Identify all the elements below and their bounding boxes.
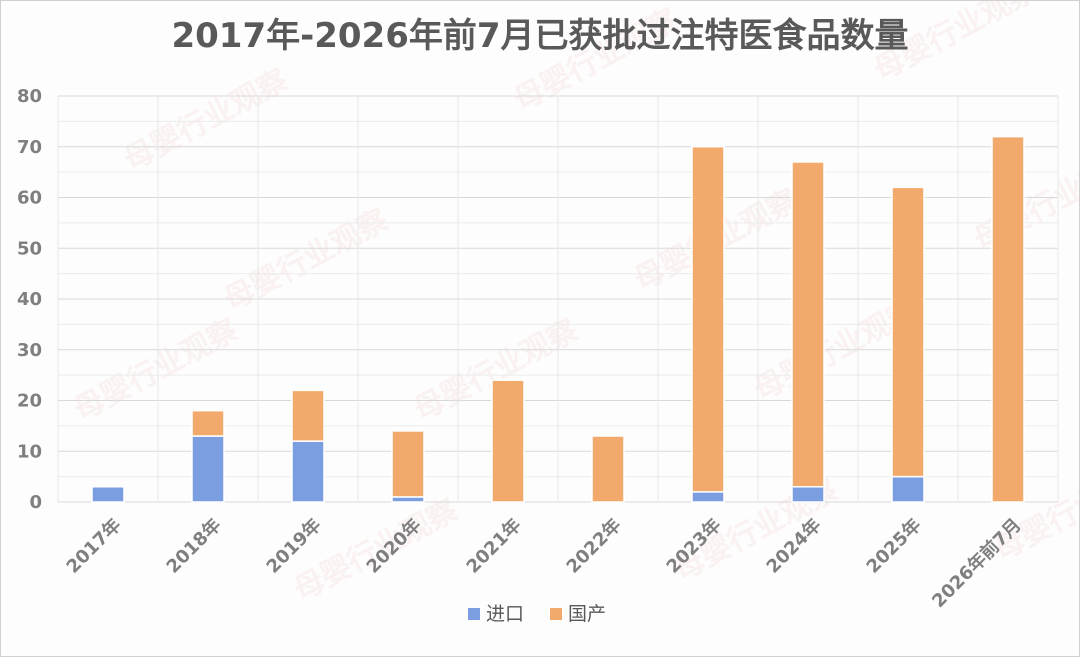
- y-tick-label: 70: [17, 137, 42, 158]
- x-tick-label: 2022年: [562, 514, 626, 578]
- watermark-text: 母婴行业观察: [218, 202, 394, 318]
- bar-segment-import: [891, 475, 925, 503]
- y-tick-label: 30: [17, 340, 42, 361]
- bar-segment-domestic: [891, 186, 925, 478]
- y-tick-label: 20: [17, 391, 42, 412]
- y-tick-label: 50: [17, 238, 42, 259]
- y-tick-label: 0: [29, 492, 42, 513]
- bar-segment-domestic: [791, 161, 825, 488]
- bar-segment-import: [391, 496, 425, 503]
- bar-segment-domestic: [391, 430, 425, 498]
- y-axis: 0 10 20 30 40 50 60 70 80: [17, 86, 42, 513]
- bar-segment-domestic: [491, 379, 525, 503]
- x-tick-label: 2021年: [462, 514, 526, 578]
- legend-label: 国产: [568, 603, 606, 625]
- bar-segment-import: [291, 440, 325, 503]
- y-tick-label: 60: [17, 188, 42, 209]
- x-axis: 2017年 2018年 2019年 2020年 2021年 2022年 2023年 2024年…: [62, 514, 1026, 612]
- y-tick-label: 10: [17, 441, 42, 462]
- watermark-text: 母婴行业观察: [118, 62, 294, 178]
- legend-label: 进口: [486, 603, 524, 625]
- bar-segment-import: [91, 486, 125, 503]
- x-tick-label: 2025年: [862, 514, 926, 578]
- legend-swatch: [550, 608, 562, 620]
- y-tick-label: 80: [17, 86, 42, 107]
- y-tick-label: 40: [17, 289, 42, 310]
- chart-title: 2017年-2026年前7月已获批过注特医食品数量: [171, 16, 908, 56]
- x-tick-label: 2017年: [62, 514, 126, 578]
- bar-segment-domestic: [191, 409, 225, 437]
- bar-segment-domestic: [291, 389, 325, 442]
- legend-swatch: [468, 608, 480, 620]
- legend: 进口 国产: [468, 603, 606, 625]
- bars-layer: [91, 135, 1025, 503]
- bar-segment-import: [191, 435, 225, 503]
- x-tick-label: 2018年: [162, 514, 226, 578]
- bar-segment-domestic: [691, 146, 725, 493]
- bar-segment-domestic: [991, 135, 1025, 503]
- bar-segment-domestic: [591, 435, 625, 503]
- bar-segment-import: [791, 486, 825, 503]
- bar-segment-import: [691, 491, 725, 503]
